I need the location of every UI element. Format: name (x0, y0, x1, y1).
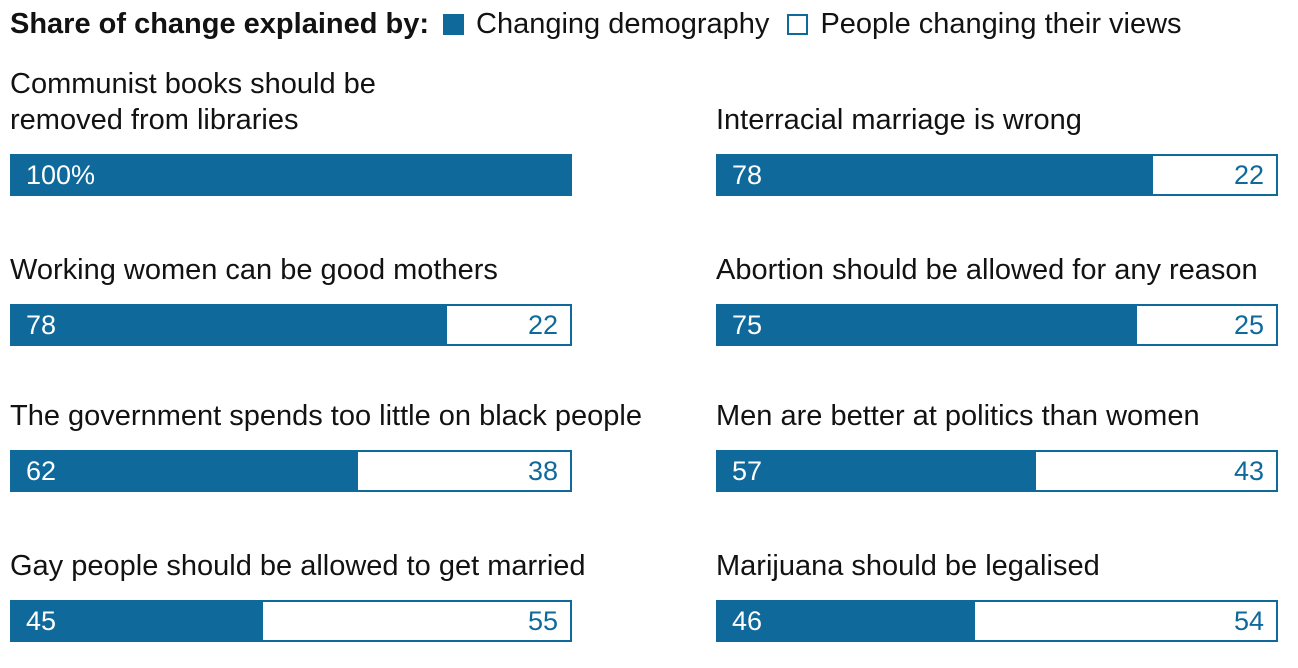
bar-value-label-views: 38 (527, 455, 558, 486)
panel-title-line: Marijuana should be legalised (716, 550, 1100, 582)
legend-label-views: People changing their views (820, 7, 1182, 40)
bar-segment-views: 54 (975, 602, 1276, 640)
bar-segment-views: 22 (447, 306, 570, 344)
panel-title: Working women can be good mothers (10, 252, 650, 288)
panel-title-line: Men are better at politics than women (716, 400, 1200, 432)
bar-value-label-views: 22 (527, 309, 558, 340)
bar-value-label-demography: 45 (26, 605, 57, 636)
panel-title: The government spends too little on blac… (10, 398, 650, 434)
panel-title-line: Working women can be good mothers (10, 254, 498, 286)
panel-title: Men are better at politics than women (716, 398, 1298, 434)
bar-value-label-views: 55 (527, 605, 558, 636)
panel-gay-people-should-be-allowed-to-get-marr: Gay people should be allowed to get marr… (10, 382, 586, 642)
panel-marijuana-should-be-legalised: Marijuana should be legalised 46 54 (716, 382, 1278, 642)
bar-segment-views: 22 (1153, 156, 1276, 194)
bar-segment-views: 55 (263, 602, 570, 640)
bar-segment-demography: 100% (12, 156, 570, 194)
panel-title: Gay people should be allowed to get marr… (10, 548, 650, 584)
bar-segment-demography: 78 (12, 306, 447, 344)
bar-segment-demography: 46 (718, 602, 975, 640)
bar-value-label-demography: 62 (26, 455, 57, 486)
panel-title-line: removed from libraries (10, 104, 299, 136)
panel-working-women-can-be-good-mothers: Working women can be good mothers 78 22 (10, 86, 572, 346)
panel-title: Marijuana should be legalised (716, 548, 1298, 584)
panel-title-line: Abortion should be allowed for any reaso… (716, 254, 1258, 286)
panel-title: Abortion should be allowed for any reaso… (716, 252, 1298, 288)
panel-the-government-spends-too-little-on-blac: The government spends too little on blac… (10, 232, 642, 492)
bar: 57 43 (716, 450, 1278, 492)
panel-men-are-better-at-politics-than-women: Men are better at politics than women 57 4… (716, 232, 1278, 492)
bar-value-label-demography: 57 (732, 455, 763, 486)
legend-label-demography: Changing demography (476, 7, 770, 40)
bar-segment-views: 38 (358, 452, 570, 490)
bar-value-label-demography: 46 (732, 605, 763, 636)
panel-title: Interracial marriage is wrong (716, 102, 1298, 138)
bar-value-label-views: 25 (1233, 309, 1264, 340)
bar-value-label-demography: 78 (732, 159, 763, 190)
panel-title-line: Communist books should be (10, 68, 376, 100)
legend-title: Share of change explained by: (10, 7, 429, 40)
bar-value-label-demography: 78 (26, 309, 57, 340)
panel-title: Communist books should be removed from li… (10, 66, 650, 138)
legend-swatch-views (787, 13, 809, 35)
bar: 45 55 (10, 600, 572, 642)
bar-value-label-demography: 75 (732, 309, 763, 340)
panel-title-line: Gay people should be allowed to get marr… (10, 550, 586, 582)
bar-segment-demography: 78 (718, 156, 1153, 194)
legend-swatch-demography (443, 13, 464, 35)
bar: 100% (10, 154, 572, 196)
bar-segment-demography: 45 (12, 602, 263, 640)
bar-segment-views: 25 (1137, 306, 1276, 344)
bar: 75 25 (716, 304, 1278, 346)
bar: 78 22 (716, 154, 1278, 196)
chart-legend: Share of change explained by: Changing d… (10, 4, 1200, 44)
bar-segment-views: 43 (1036, 452, 1276, 490)
bar-segment-demography: 75 (718, 306, 1137, 344)
bar-value-label-views: 43 (1233, 455, 1264, 486)
panel-communist-books-should-be-removed-from-l: Communist books should be removed from li… (10, 0, 572, 196)
bar: 78 22 (10, 304, 572, 346)
bar-value-label-demography: 100% (26, 159, 96, 190)
bar-value-label-views: 22 (1233, 159, 1264, 190)
panel-title-line: Interracial marriage is wrong (716, 104, 1082, 136)
bar-segment-demography: 62 (12, 452, 358, 490)
bar: 62 38 (10, 450, 572, 492)
panel-interracial-marriage-is-wrong: Interracial marriage is wrong 78 22 (716, 0, 1278, 196)
panel-abortion-should-be-allowed-for-any-reaso: Abortion should be allowed for any reaso… (716, 86, 1278, 346)
bar: 46 54 (716, 600, 1278, 642)
bar-segment-demography: 57 (718, 452, 1036, 490)
panel-title-line: The government spends too little on blac… (10, 400, 642, 432)
bar-value-label-views: 54 (1233, 605, 1264, 636)
